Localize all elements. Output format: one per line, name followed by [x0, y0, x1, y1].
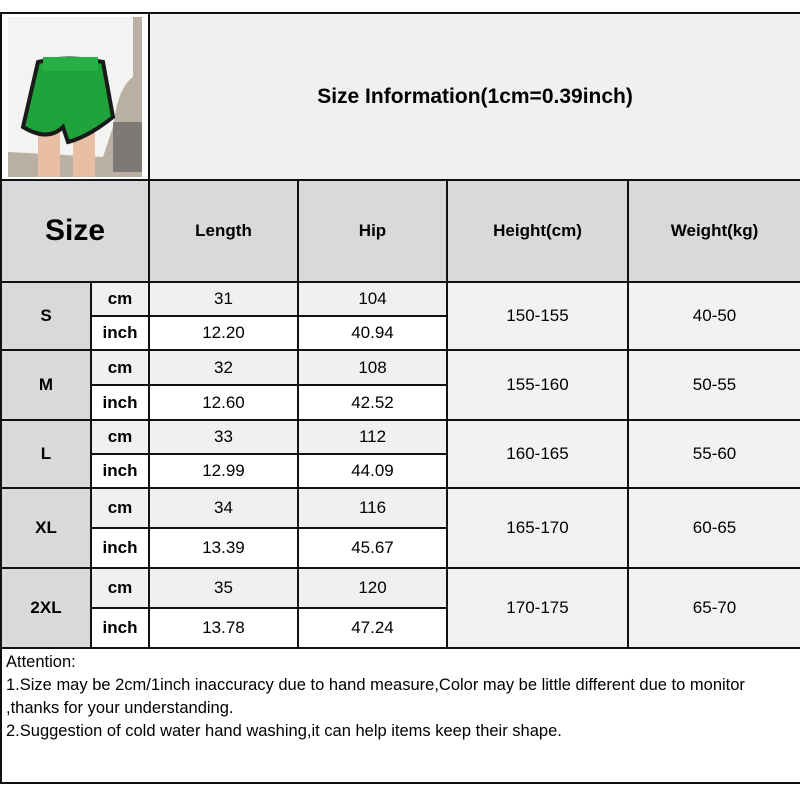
height-range: 150-155	[446, 281, 629, 351]
hip-inch: 45.67	[297, 527, 448, 569]
size-row-cm: 2XL cm 35 120 170-175 65-70	[0, 567, 800, 649]
size-header: Size	[0, 179, 150, 283]
attention-notes: Attention: 1.Size may be 2cm/1inch inacc…	[0, 647, 800, 784]
unit-cm: cm	[90, 487, 150, 529]
hip-cm: 104	[297, 281, 448, 317]
length-inch: 12.60	[148, 384, 299, 421]
weight-range: 60-65	[626, 487, 800, 569]
unit-cm: cm	[90, 281, 150, 317]
height-range: 170-175	[446, 567, 629, 649]
size-row-cm: S cm 31 104 150-155 40-50	[0, 281, 800, 351]
hip-cm: 108	[297, 349, 448, 386]
hip-inch: 44.09	[297, 453, 448, 489]
hip-inch: 42.52	[297, 384, 448, 421]
height-range: 165-170	[446, 487, 629, 569]
hip-header: Hip	[297, 179, 448, 283]
notes-heading: Attention:	[6, 653, 76, 671]
size-info-title: Size Information(1cm=0.39inch)	[147, 12, 800, 181]
unit-cm: cm	[90, 567, 150, 609]
size-row-inch: inch 13.78 47.24	[1, 607, 800, 649]
length-inch: 12.99	[148, 453, 299, 489]
hip-cm: 112	[297, 419, 448, 455]
size-row-cm: M cm 32 108 155-160 50-55	[0, 349, 800, 421]
height-header: Height(cm)	[446, 179, 629, 283]
length-cm: 35	[148, 567, 299, 609]
size-row-inch: inch 12.99 44.09	[1, 453, 800, 489]
size-chart-table: Size Information(1cm=0.39inch) Size Leng…	[0, 12, 800, 784]
size-row-inch: inch 13.39 45.67	[1, 527, 800, 569]
unit-inch: inch	[90, 315, 150, 351]
hip-inch: 40.94	[297, 315, 448, 351]
length-cm: 33	[148, 419, 299, 455]
weight-range: 65-70	[626, 567, 800, 649]
weight-range: 40-50	[626, 281, 800, 351]
height-range: 160-165	[446, 419, 629, 489]
hip-cm: 120	[297, 567, 448, 609]
size-row-inch: inch 12.20 40.94	[1, 315, 800, 351]
length-inch: 13.78	[148, 607, 299, 649]
note-line: 2.Suggestion of cold water hand washing,…	[6, 722, 562, 740]
unit-inch: inch	[90, 527, 150, 569]
length-cm: 32	[148, 349, 299, 386]
size-label: L	[0, 419, 92, 489]
length-inch: 12.20	[148, 315, 299, 351]
length-inch: 13.39	[148, 527, 299, 569]
unit-inch: inch	[90, 607, 150, 649]
size-row-cm: XL cm 34 116 165-170 60-65	[0, 487, 800, 569]
unit-inch: inch	[90, 384, 150, 421]
weight-range: 55-60	[626, 419, 800, 489]
size-row-inch: inch 12.60 42.52	[1, 384, 800, 421]
hip-cm: 116	[297, 487, 448, 529]
size-label: M	[0, 349, 92, 421]
size-label: 2XL	[0, 567, 92, 649]
weight-range: 50-55	[626, 349, 800, 421]
size-label: XL	[0, 487, 92, 569]
size-label: S	[0, 281, 92, 351]
size-row-cm: L cm 33 112 160-165 55-60	[0, 419, 800, 489]
length-cm: 31	[148, 281, 299, 317]
product-photo-cell	[0, 12, 150, 181]
weight-header: Weight(kg)	[626, 179, 800, 283]
hip-inch: 47.24	[297, 607, 448, 649]
length-cm: 34	[148, 487, 299, 529]
unit-cm: cm	[90, 349, 150, 386]
unit-cm: cm	[90, 419, 150, 455]
product-photo	[8, 16, 142, 177]
height-range: 155-160	[446, 349, 629, 421]
unit-inch: inch	[90, 453, 150, 489]
note-line: 1.Size may be 2cm/1inch inaccuracy due t…	[6, 676, 745, 717]
length-header: Length	[148, 179, 299, 283]
